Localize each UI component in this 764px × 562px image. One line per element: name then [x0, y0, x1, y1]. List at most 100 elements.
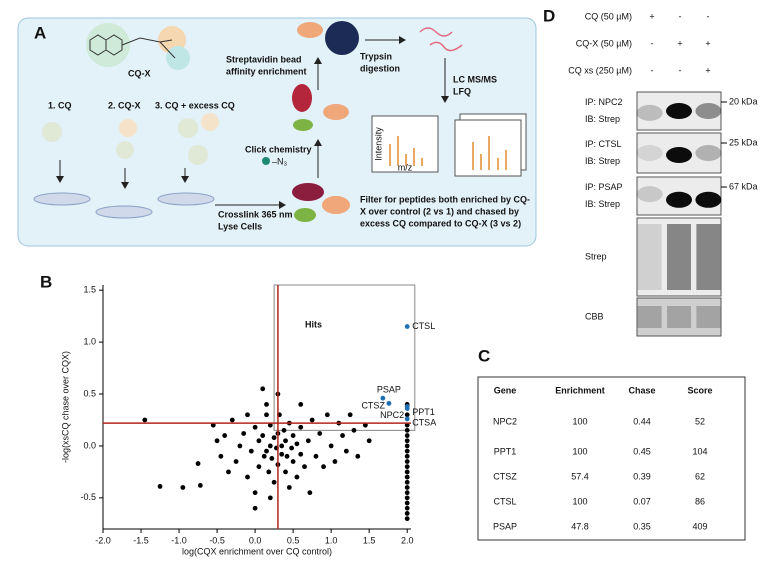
blot-band — [666, 103, 692, 119]
point — [241, 431, 247, 436]
point — [309, 417, 315, 423]
cell — [201, 113, 219, 131]
point — [252, 490, 258, 496]
table-cell: 57.4 — [571, 471, 589, 481]
step-text: Click chemistry — [245, 144, 312, 154]
step-text: –N₃ — [272, 156, 288, 166]
point — [237, 443, 243, 449]
blot-band — [695, 191, 722, 208]
point — [226, 469, 231, 475]
point — [245, 474, 250, 480]
condition-label: CQ xs (250 µM) — [568, 65, 632, 75]
step-text: digestion — [360, 63, 400, 73]
dish — [95, 205, 153, 219]
step-text: Lyse Cells — [218, 221, 262, 231]
point — [218, 453, 224, 459]
point — [362, 422, 368, 428]
point — [210, 422, 216, 428]
point — [256, 438, 262, 444]
protein — [323, 104, 349, 120]
condition-label: CQ (50 µM) — [585, 11, 632, 21]
point — [180, 485, 186, 490]
point — [289, 445, 295, 451]
panel-a-frame — [17, 17, 537, 247]
point — [248, 448, 254, 454]
point — [290, 433, 296, 438]
panel-label: D — [543, 6, 555, 25]
protein — [292, 84, 312, 112]
condition-mark: - — [679, 65, 682, 75]
blot-lane — [667, 224, 691, 290]
point-label: NPC2 — [380, 410, 404, 420]
point — [283, 438, 288, 444]
molecule — [89, 34, 176, 59]
dish — [33, 192, 91, 206]
marker-label: 20 kDa — [729, 96, 758, 106]
condition-mark: + — [705, 65, 710, 75]
point — [294, 441, 300, 447]
y-tick-label: 1.5 — [83, 285, 96, 295]
x-tick-label: 1.5 — [363, 535, 376, 545]
molecule-blob — [166, 46, 190, 70]
hits-label: Hits — [305, 319, 322, 329]
table-cell: 47.8 — [571, 521, 589, 531]
point — [404, 464, 410, 470]
step-text: LFQ — [453, 86, 471, 96]
blot-lane — [696, 224, 721, 290]
table-cell: 86 — [695, 496, 705, 506]
point — [404, 422, 410, 428]
step-text: Filter for peptides both enriched by CQ- — [360, 194, 530, 204]
table-header: Enrichment — [555, 385, 605, 395]
protein — [294, 208, 316, 222]
x-tick-label: -1.5 — [133, 535, 149, 545]
point — [404, 433, 410, 438]
table-cell: 0.44 — [633, 416, 651, 426]
point — [260, 433, 266, 438]
point — [404, 511, 410, 516]
blot-band — [695, 145, 722, 161]
point — [294, 474, 300, 480]
x-tick-label: -1.0 — [171, 535, 187, 545]
table-cell: 100 — [572, 496, 587, 506]
blot-label: IB: Strep — [585, 199, 620, 209]
point — [404, 500, 410, 506]
point — [317, 431, 323, 436]
condition: 1. CQ — [48, 100, 72, 110]
point — [321, 464, 326, 470]
y-tick-label: 0.0 — [83, 440, 96, 450]
table-header: Score — [687, 385, 712, 395]
axis-label: m/z — [398, 162, 413, 172]
point — [298, 451, 304, 457]
point-label: CTSZ — [361, 401, 385, 411]
point — [404, 485, 410, 490]
table-cell: 0.07 — [633, 496, 651, 506]
point — [351, 427, 357, 433]
blot-band — [636, 186, 663, 203]
x-tick-label: 2.0 — [401, 535, 414, 545]
point — [404, 459, 410, 464]
point — [404, 443, 410, 449]
spectrum — [371, 115, 439, 173]
point — [233, 459, 239, 464]
bead — [325, 21, 359, 55]
marker-label: 67 kDa — [729, 181, 758, 191]
table-cell: 0.45 — [633, 446, 651, 456]
blot-lane — [637, 306, 662, 328]
table-cell: CTSZ — [493, 471, 517, 481]
point — [279, 451, 285, 457]
table-cell: 62 — [695, 471, 705, 481]
point — [266, 469, 272, 475]
point-label: CTSL — [412, 321, 435, 331]
protein — [292, 183, 324, 201]
y-tick-label: 0.5 — [83, 388, 96, 398]
axis-label: Intensity — [373, 127, 383, 161]
cell — [42, 122, 62, 142]
blot-label: IP: CTSL — [585, 139, 622, 149]
point — [264, 412, 269, 418]
point — [267, 443, 273, 449]
table-cell: PSAP — [493, 521, 517, 531]
condition-mark: + — [677, 38, 682, 48]
point — [284, 453, 290, 459]
blot-label: CBB — [585, 311, 604, 321]
